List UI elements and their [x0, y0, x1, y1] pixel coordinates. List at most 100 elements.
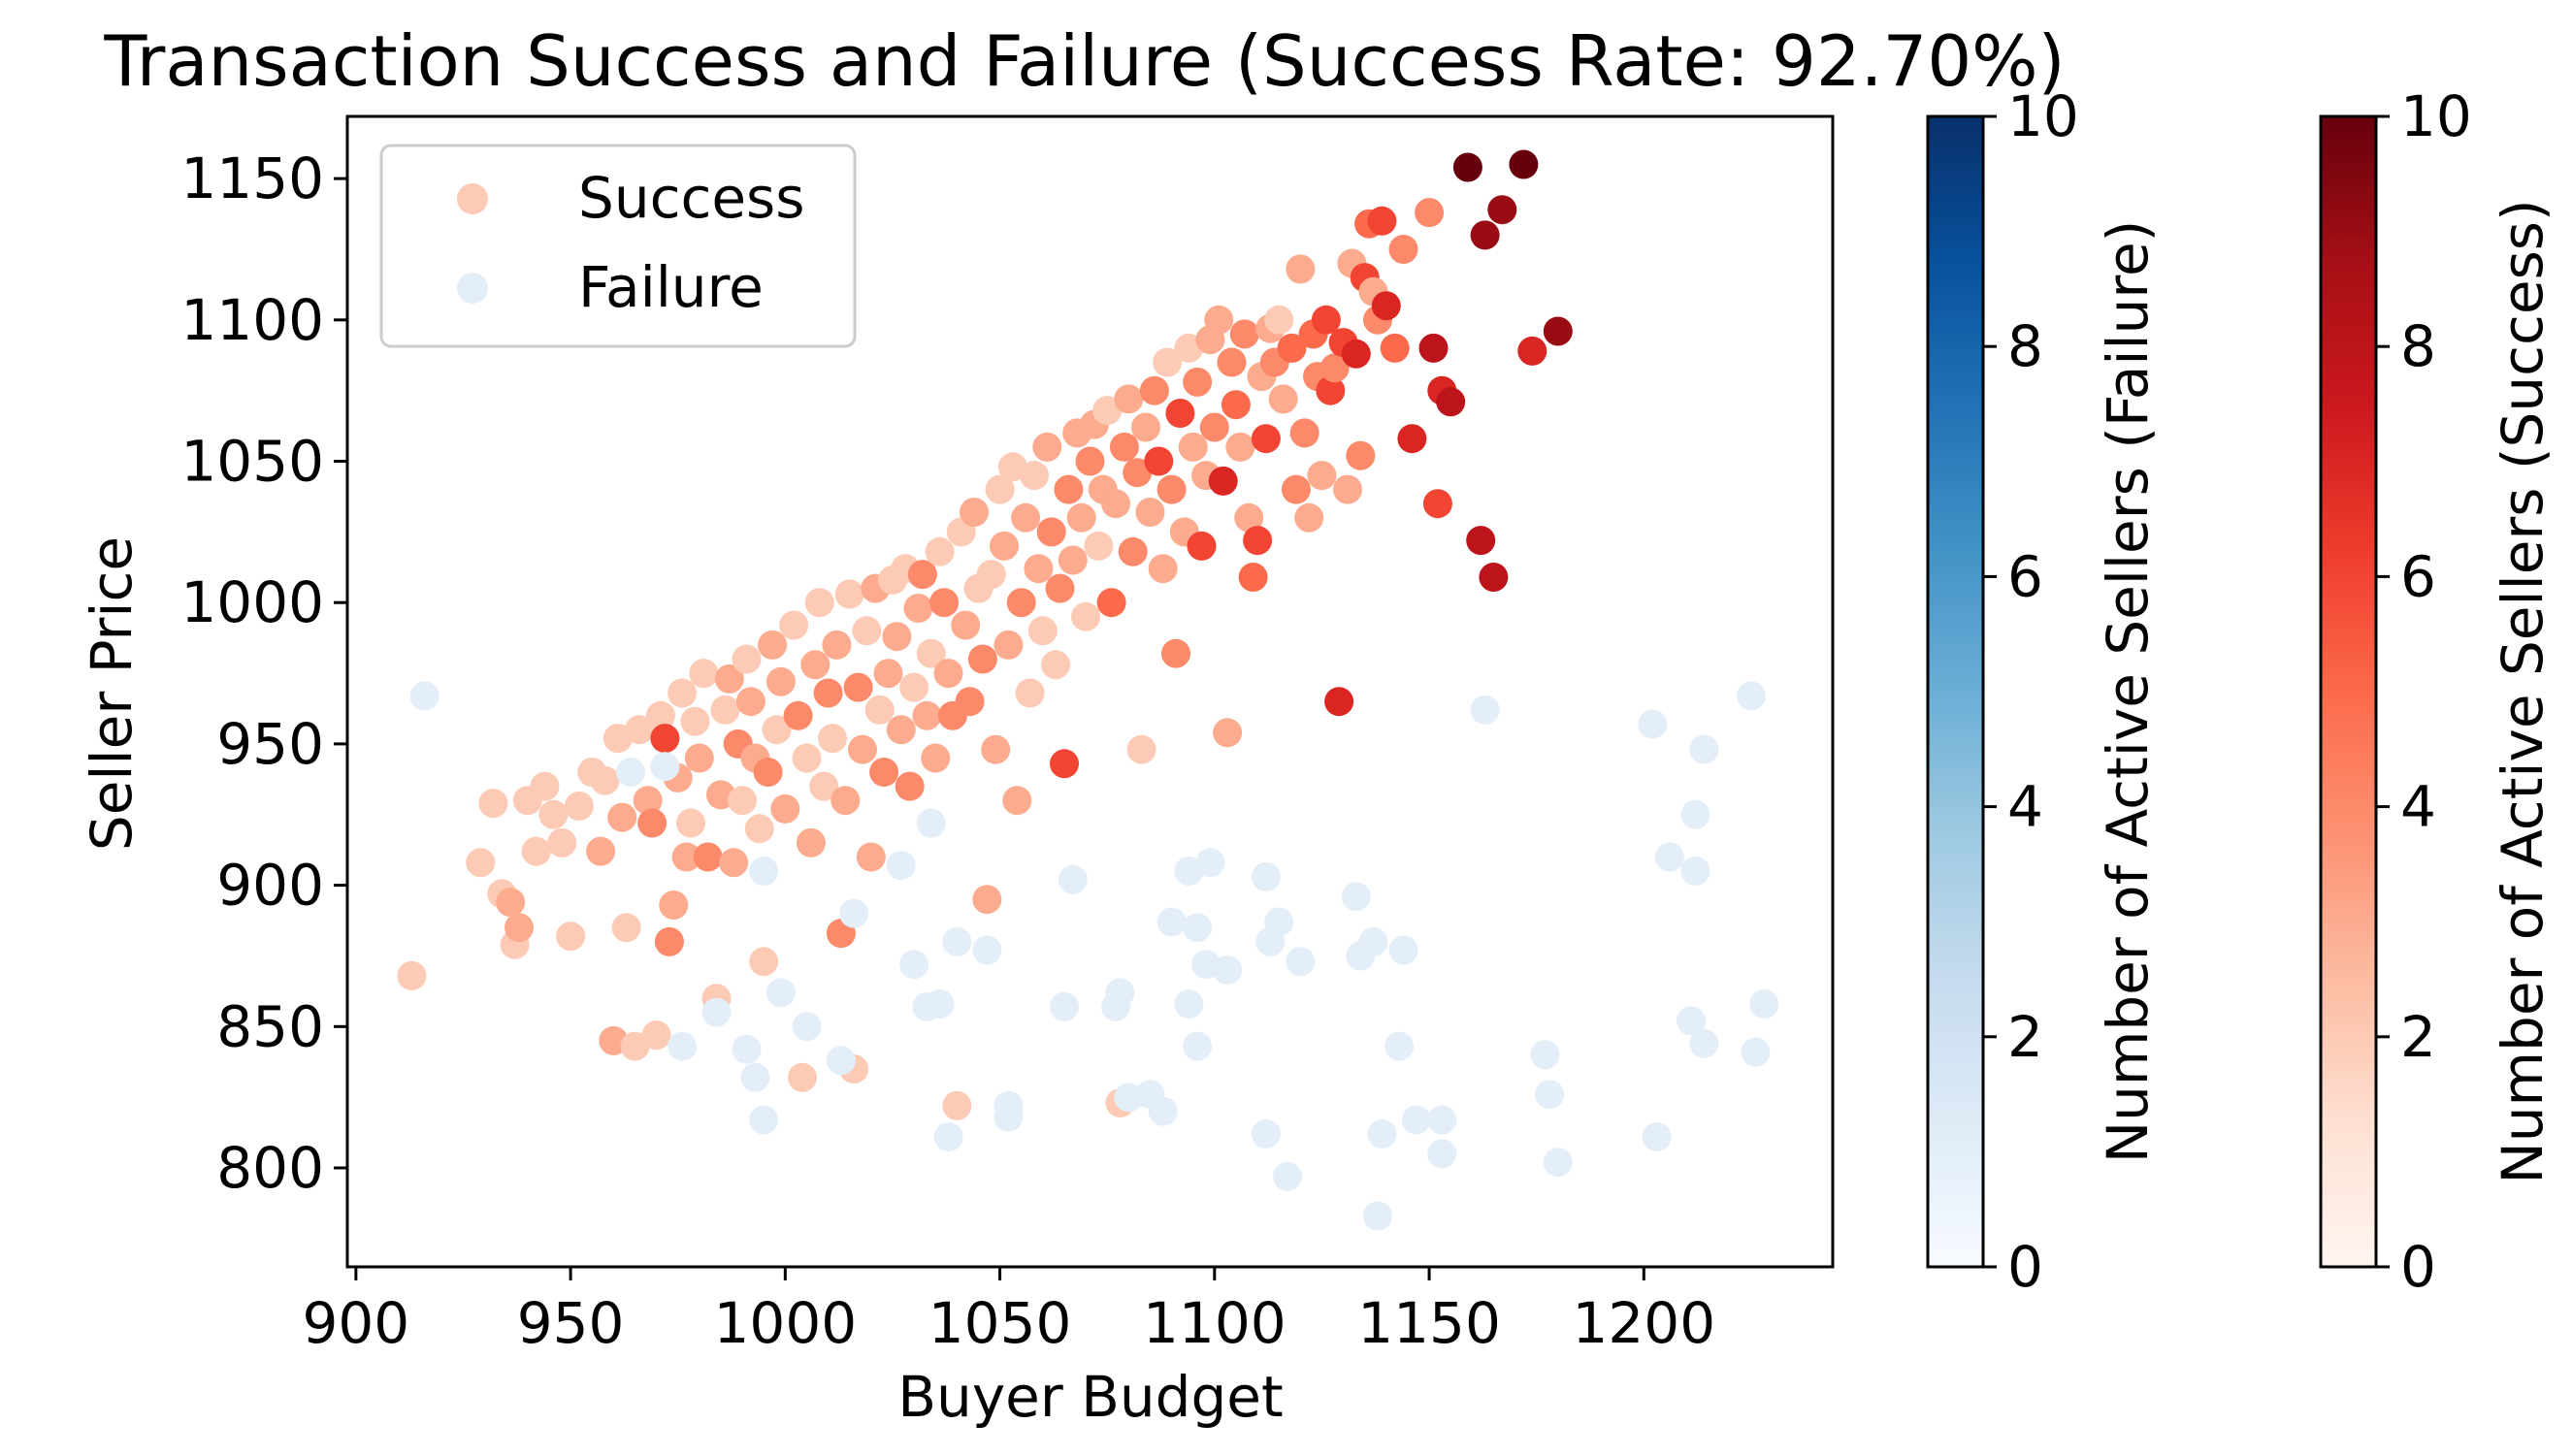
- x-tick-label: 1200: [1573, 1290, 1716, 1356]
- success-point: [1479, 563, 1509, 592]
- success-point: [1221, 390, 1251, 420]
- success-point: [864, 695, 895, 725]
- success-point: [779, 610, 809, 640]
- x-axis-ticks: 900 950 1000 1050 1100 1150 1200: [302, 1267, 1715, 1356]
- success-point: [765, 666, 796, 696]
- x-tick: 1000: [714, 1267, 857, 1356]
- failure-point: [839, 898, 869, 928]
- success-point: [1225, 432, 1255, 462]
- success-point: [886, 715, 916, 745]
- success-point: [1096, 588, 1126, 618]
- failure-point: [1183, 913, 1213, 943]
- success-point: [1075, 446, 1105, 476]
- success-point: [1229, 319, 1259, 349]
- success-point: [960, 498, 989, 527]
- failure-point: [1367, 1119, 1397, 1149]
- success-point: [1165, 399, 1195, 428]
- success-point: [929, 588, 960, 618]
- colorbar-tick-label: 0: [2007, 1234, 2043, 1300]
- success-point: [611, 913, 641, 943]
- success-point: [1101, 489, 1130, 519]
- success-point: [1208, 466, 1238, 496]
- colorbar-failure-ticks: 0 2 4 6 8 10: [1983, 83, 2079, 1300]
- success-point: [676, 808, 705, 838]
- success-point: [1183, 367, 1213, 397]
- colorbar-tick-label: 8: [2400, 313, 2436, 379]
- y-tick-label: 1100: [180, 287, 324, 353]
- success-point: [1264, 305, 1294, 335]
- success-point: [783, 700, 813, 730]
- colorbar-success-gradient: [2319, 114, 2378, 1269]
- success-point: [744, 814, 774, 844]
- failure-point: [1427, 1139, 1457, 1169]
- failure-point: [993, 1102, 1024, 1132]
- success-point: [1388, 235, 1418, 264]
- success-point: [1178, 432, 1208, 462]
- success-point: [547, 827, 577, 857]
- failure-point: [1401, 1105, 1431, 1135]
- failure-point: [1680, 799, 1710, 829]
- failure-point: [1689, 1028, 1719, 1058]
- failure-point: [740, 1062, 770, 1092]
- failure-point: [826, 1046, 856, 1076]
- success-point: [732, 644, 762, 674]
- x-axis-label: Buyer Budget: [897, 1364, 1283, 1430]
- failure-point: [1341, 882, 1371, 912]
- colorbar-success: 0 2 4 6 8 10 Number of Active Sellers (Succes…: [2319, 83, 2556, 1300]
- colorbar-tick-label: 2: [2007, 1004, 2043, 1070]
- legend-box: [379, 144, 857, 348]
- failure-point: [1358, 926, 1388, 956]
- success-point: [478, 789, 508, 819]
- success-point: [800, 650, 831, 680]
- colorbar-tick: 2: [2376, 1004, 2436, 1070]
- success-point: [1397, 424, 1427, 454]
- failure-point: [1535, 1080, 1564, 1110]
- success-point: [1144, 446, 1174, 476]
- success-point: [728, 786, 758, 816]
- success-point: [852, 616, 882, 646]
- failure-point: [1388, 935, 1418, 965]
- colorbar-tick: 2: [1983, 1004, 2043, 1070]
- success-point: [1517, 336, 1547, 366]
- success-point: [624, 715, 654, 745]
- failure-point: [1470, 695, 1500, 725]
- success-point: [1011, 502, 1041, 533]
- colorbar-failure-label: Number of Active Sellers (Failure): [2095, 220, 2161, 1164]
- success-point: [1092, 396, 1123, 426]
- failure-point: [1174, 989, 1204, 1019]
- colorbar-tick-label: 0: [2400, 1234, 2436, 1300]
- success-point: [1422, 489, 1452, 519]
- success-point: [873, 659, 903, 689]
- failure-point: [972, 935, 1002, 965]
- success-point: [762, 715, 792, 745]
- failure-point: [1427, 1105, 1457, 1135]
- y-tick: 1150: [180, 146, 347, 211]
- success-point: [848, 734, 877, 764]
- failure-point: [925, 989, 955, 1019]
- x-tick: 900: [302, 1267, 409, 1356]
- success-point: [942, 1090, 972, 1120]
- success-point: [809, 771, 839, 801]
- success-point: [788, 1062, 817, 1092]
- success-point: [818, 724, 847, 754]
- colorbar-tick: 8: [1983, 313, 2043, 379]
- y-tick: 1100: [180, 287, 347, 353]
- failure-point: [1251, 1119, 1281, 1149]
- colorbar-success-ticks: 0 2 4 6 8 10: [2376, 83, 2472, 1300]
- success-point: [955, 687, 985, 717]
- success-point: [689, 659, 719, 689]
- y-tick: 800: [216, 1135, 347, 1201]
- colorbar-tick: 4: [1983, 774, 2043, 840]
- success-point: [637, 808, 668, 838]
- failure-point: [1264, 907, 1294, 937]
- success-point: [1234, 502, 1264, 533]
- success-point: [1277, 333, 1307, 363]
- success-point: [831, 786, 861, 816]
- legend-success-marker: [457, 183, 488, 214]
- success-point: [397, 960, 427, 990]
- success-point: [967, 644, 997, 674]
- success-point: [1114, 384, 1144, 414]
- success-point: [620, 1031, 650, 1061]
- success-point: [916, 638, 946, 668]
- success-points: [397, 149, 1573, 1120]
